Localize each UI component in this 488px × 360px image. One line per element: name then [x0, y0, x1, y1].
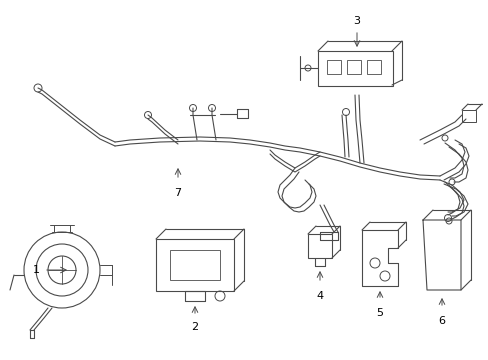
Bar [366, 60, 380, 74]
Bar [156, 239, 234, 291]
Bar [326, 60, 340, 74]
Text: 3: 3 [353, 16, 360, 26]
Text: 2: 2 [191, 322, 198, 332]
Text: 1: 1 [33, 265, 40, 275]
Bar [307, 234, 331, 258]
Bar [346, 60, 360, 74]
Bar [461, 110, 475, 122]
Bar [317, 51, 392, 86]
Text: 6: 6 [438, 316, 445, 326]
Text: 5: 5 [376, 308, 383, 318]
Bar [170, 250, 220, 280]
Text: 7: 7 [174, 188, 181, 198]
Text: 4: 4 [316, 291, 323, 301]
